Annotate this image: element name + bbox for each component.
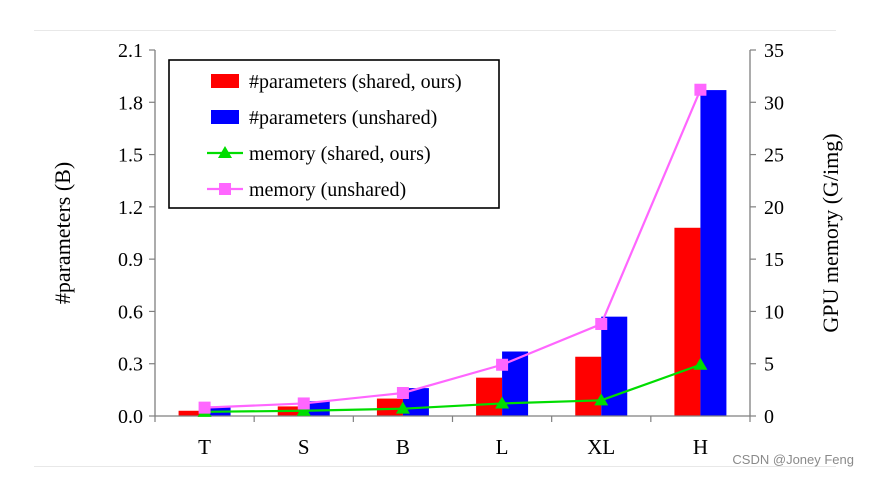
point-memory-shared	[495, 396, 510, 409]
point-memory-shared	[693, 357, 708, 370]
line-memory-shared	[204, 363, 701, 413]
y-tick-label-right: 0	[764, 406, 774, 428]
x-tick-label: H	[693, 435, 708, 459]
x-tick-label: L	[496, 435, 509, 459]
y-tick-label-left: 2.1	[118, 40, 143, 62]
y-tick-label-left: 0.9	[118, 249, 143, 271]
y-tick-label-left: 0.0	[118, 406, 143, 428]
bar-shared	[178, 410, 205, 416]
point-memory-unshared	[198, 401, 211, 414]
legend-swatch-marker	[218, 146, 232, 158]
bar-unshared	[303, 401, 330, 416]
bar-shared	[476, 377, 503, 416]
point-memory-shared	[296, 403, 311, 416]
watermark: CSDN @Joney Feng	[732, 452, 854, 467]
point-memory-unshared	[595, 317, 608, 330]
y-tick-label-left: 0.3	[118, 354, 143, 376]
y-tick-label-right: 10	[764, 301, 784, 323]
bar-shared	[575, 356, 602, 416]
y-tick-label-right: 20	[764, 197, 784, 219]
y-tick-label-left: 1.8	[118, 92, 143, 114]
legend-label: #parameters (unshared)	[249, 107, 437, 129]
y-tick-label-left: 1.2	[118, 197, 143, 219]
bar-unshared	[700, 90, 727, 416]
y-axis-label-left: #parameters (B)	[50, 162, 75, 304]
x-tick-label: S	[298, 435, 310, 459]
legend-label: memory (unshared)	[249, 179, 406, 201]
point-memory-unshared	[496, 358, 509, 371]
legend-label: memory (shared, ours)	[249, 143, 431, 165]
y-tick-label-right: 5	[764, 354, 774, 376]
y-tick-label-right: 30	[764, 92, 784, 114]
point-memory-shared	[395, 401, 410, 414]
line-memory-unshared	[204, 89, 702, 409]
bar-shared	[376, 398, 403, 416]
legend-swatch-marker	[219, 183, 231, 195]
y-tick-label-left: 0.6	[118, 301, 143, 323]
bottom-divider	[34, 466, 836, 467]
top-divider	[34, 30, 836, 31]
y-axis-label-right: GPU memory (G/img)	[818, 133, 843, 332]
bar-shared	[674, 227, 701, 416]
y-tick-label-right: 35	[764, 40, 784, 62]
legend-label: #parameters (shared, ours)	[249, 71, 462, 93]
point-memory-shared	[594, 393, 609, 406]
legend-swatch	[211, 74, 239, 88]
legend-swatch	[211, 110, 239, 124]
y-tick-label-left: 1.5	[118, 145, 143, 167]
x-tick-label: T	[198, 435, 211, 459]
point-memory-unshared	[297, 397, 310, 410]
point-memory-unshared	[694, 83, 707, 96]
x-tick-label: B	[396, 435, 410, 459]
point-memory-unshared	[396, 386, 409, 399]
x-tick-label: XL	[587, 435, 615, 459]
y-tick-label-right: 25	[764, 145, 784, 167]
y-tick-label-right: 15	[764, 249, 784, 271]
